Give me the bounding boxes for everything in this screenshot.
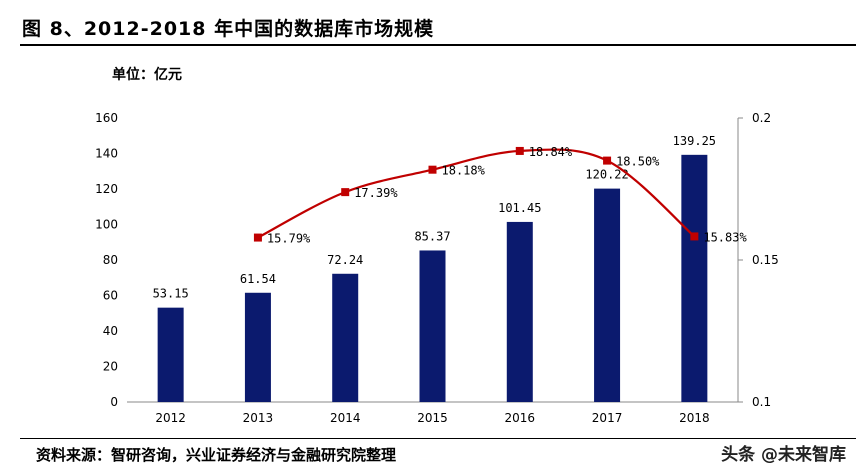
line-marker — [428, 165, 437, 174]
y2-tick-label: 0.1 — [752, 395, 771, 409]
line-marker — [515, 146, 524, 155]
y-tick-label: 20 — [103, 360, 118, 374]
x-tick-label: 2016 — [505, 411, 536, 425]
bar — [594, 188, 621, 402]
line-value-label: 18.84% — [529, 145, 573, 159]
x-tick-label: 2014 — [330, 411, 361, 425]
x-tick-label: 2012 — [155, 411, 186, 425]
y-tick-label: 160 — [95, 111, 118, 125]
bar-value-label: 61.54 — [240, 272, 276, 286]
title-divider — [20, 44, 856, 46]
y-tick-label: 40 — [103, 324, 118, 338]
y-tick-label: 0 — [110, 395, 118, 409]
bar-value-label: 139.25 — [673, 134, 716, 148]
y2-tick-label: 0.2 — [752, 111, 771, 125]
x-tick-label: 2017 — [592, 411, 623, 425]
y-tick-label: 100 — [95, 218, 118, 232]
line-marker — [603, 156, 612, 165]
line-value-label: 15.79% — [267, 232, 311, 246]
x-tick-label: 2013 — [243, 411, 274, 425]
line-marker — [341, 188, 350, 197]
y-tick-label: 80 — [103, 253, 118, 267]
source-divider — [20, 438, 856, 439]
y-tick-label: 120 — [95, 182, 118, 196]
unit-label: 单位：亿元 — [112, 67, 182, 83]
bar — [419, 250, 446, 402]
bar-value-label: 120.22 — [585, 168, 628, 182]
bar — [157, 307, 184, 402]
bar-value-label: 101.45 — [498, 201, 541, 215]
bar — [681, 154, 708, 402]
y-tick-label: 140 — [95, 147, 118, 161]
source-note: 资料来源：智研咨询，兴业证券经济与金融研究院整理 — [36, 446, 397, 464]
line-value-label: 17.39% — [354, 186, 398, 200]
bar — [506, 221, 533, 402]
line-marker — [690, 232, 699, 241]
growth-line — [257, 148, 696, 239]
bar — [332, 273, 359, 402]
y-tick-label: 60 — [103, 289, 118, 303]
watermark: 头条 @未来智库 — [721, 445, 846, 465]
figure-title: 图 8、2012-2018 年中国的数据库市场规模 — [22, 18, 435, 40]
bar-value-label: 53.15 — [153, 287, 189, 301]
x-tick-label: 2018 — [679, 411, 710, 425]
x-tick-label: 2015 — [417, 411, 448, 425]
bar-value-label: 85.37 — [414, 229, 450, 243]
line-value-label: 15.83% — [703, 230, 747, 244]
y2-tick-label: 0.15 — [752, 253, 779, 267]
line-value-label: 18.50% — [616, 155, 660, 169]
line-value-label: 18.18% — [442, 164, 486, 178]
line-marker — [253, 233, 262, 242]
bar-value-label: 72.24 — [327, 253, 363, 267]
bar — [244, 292, 271, 402]
